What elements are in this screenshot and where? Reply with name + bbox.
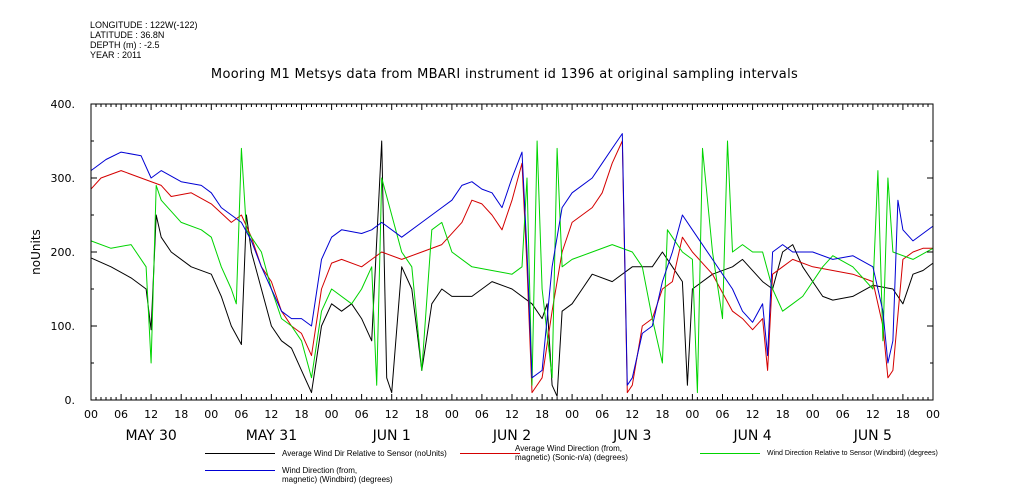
year-label: YEAR : 2011 [90,50,142,60]
x-hour-tick-label: 06 [475,408,489,421]
legend-entry-label: Wind Direction (from, magnetic) (Windbir… [282,466,393,484]
x-hour-tick-label: 18 [415,408,429,421]
longitude-label: LONGITUDE : 122W(-122) [90,20,198,30]
x-hour-tick-label: 06 [355,408,369,421]
x-hour-tick-label: 12 [746,408,760,421]
legend-swatch [205,453,275,454]
x-hour-tick-label: 00 [325,408,339,421]
x-hour-tick-label: 18 [535,408,549,421]
depth-label: DEPTH (m) : -2.5 [90,40,160,50]
x-hour-tick-label: 06 [114,408,128,421]
x-day-label: JUN 2 [492,428,531,444]
x-hour-tick-label: 00 [204,408,218,421]
x-hour-tick-label: 06 [595,408,609,421]
legend-entry-label: Wind Direction Relative to Sensor (Windb… [767,450,938,457]
x-day-label: JUN 3 [612,428,651,444]
y-tick-label: 200. [51,246,76,259]
x-day-label: MAY 30 [125,428,176,444]
x-hour-tick-label: 12 [625,408,639,421]
x-hour-tick-label: 18 [655,408,669,421]
x-hour-tick-label: 12 [264,408,278,421]
series-layer [90,133,934,397]
x-hour-tick-label: 12 [505,408,519,421]
legend-entry-label: Average Wind Direction (from, magnetic) … [515,444,628,462]
x-axis-ticks [90,104,934,400]
x-hour-tick-label: 12 [144,408,158,421]
y-axis-label: noUnits [29,229,43,275]
series-line-1 [90,140,934,397]
legend-entry-label: Average Wind Dir Relative to Sensor (noU… [282,449,447,458]
x-hour-tick-label: 18 [174,408,188,421]
x-hour-tick-label: 18 [896,408,910,421]
x-day-label: JUN 4 [732,428,771,444]
x-hour-tick-label: 12 [866,408,880,421]
chart-title: Mooring M1 Metsys data from MBARI instru… [210,67,799,82]
x-hour-tick-label: 18 [295,408,309,421]
mooring-metadata: LONGITUDE : 122W(-122) LATITUDE : 36.8N … [90,20,198,60]
x-day-label: MAY 31 [246,428,297,444]
x-day-label: JUN 5 [853,428,892,444]
latitude-label: LATITUDE : 36.8N [90,30,165,40]
axes-layer: 0. 100. 200. 300. 400. 00 06 12 18 00 06 12 18 00 06 12… [51,98,941,444]
y-tick-label: 0. [65,394,76,407]
legend-swatch [205,470,275,471]
x-hour-tick-label: 12 [385,408,399,421]
x-hour-tick-label: 00 [445,408,459,421]
y-tick-label: 400. [51,98,76,111]
x-hour-tick-label: 06 [836,408,850,421]
x-day-label: JUN 1 [372,428,411,444]
legend-swatch [460,453,520,454]
x-hour-tick-label: 00 [926,408,940,421]
series-line-4 [90,133,934,386]
x-hour-tick-label: 00 [565,408,579,421]
x-hour-tick-label: 06 [716,408,730,421]
x-hour-tick-label: 00 [806,408,820,421]
series-line-3 [90,140,934,394]
y-axis-ticks [91,103,933,401]
y-tick-label: 300. [51,172,76,185]
x-hour-tick-label: 00 [685,408,699,421]
x-hour-tick-label: 18 [776,408,790,421]
y-tick-label: 100. [51,320,76,333]
x-hour-tick-label: 06 [234,408,248,421]
x-hour-tick-label: 00 [84,408,98,421]
legend-swatch [700,453,760,454]
